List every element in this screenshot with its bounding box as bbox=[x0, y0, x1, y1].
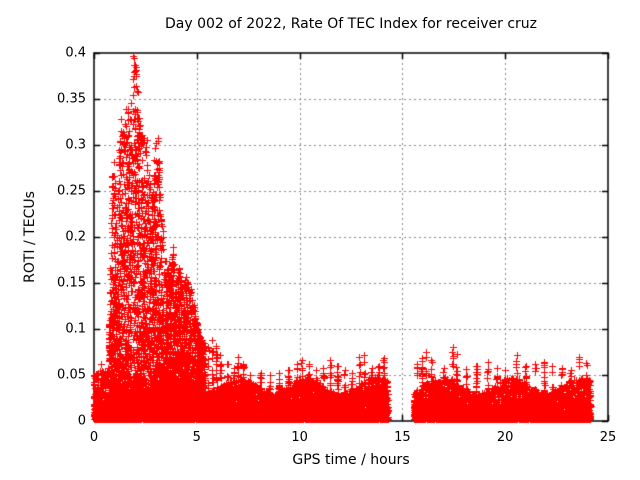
x-tick-label: 10 bbox=[291, 430, 308, 445]
x-tick-label: 25 bbox=[599, 430, 617, 445]
y-tick-label: 0.25 bbox=[57, 183, 86, 199]
y-tick-label: 0.05 bbox=[57, 367, 86, 383]
y-tick-label: 0.35 bbox=[57, 91, 86, 107]
y-tick-label: 0.3 bbox=[65, 137, 86, 153]
y-tick-label: 0 bbox=[77, 413, 86, 429]
x-tick-label: 5 bbox=[192, 430, 201, 445]
y-tick-label: 0.1 bbox=[65, 321, 86, 337]
chart-title: Day 002 of 2022, Rate Of TEC Index for r… bbox=[164, 16, 538, 32]
y-axis-label: ROTI / TECUs bbox=[22, 191, 38, 283]
x-tick-label: 0 bbox=[89, 430, 99, 445]
x-axis-label: GPS time / hours bbox=[292, 452, 410, 468]
x-tick-label: 20 bbox=[496, 430, 514, 445]
y-tick-label: 0.15 bbox=[57, 275, 86, 291]
y-tick-label: 0.2 bbox=[65, 229, 86, 245]
y-tick-label: 0.4 bbox=[65, 45, 86, 61]
x-tick-label: 15 bbox=[394, 430, 411, 445]
